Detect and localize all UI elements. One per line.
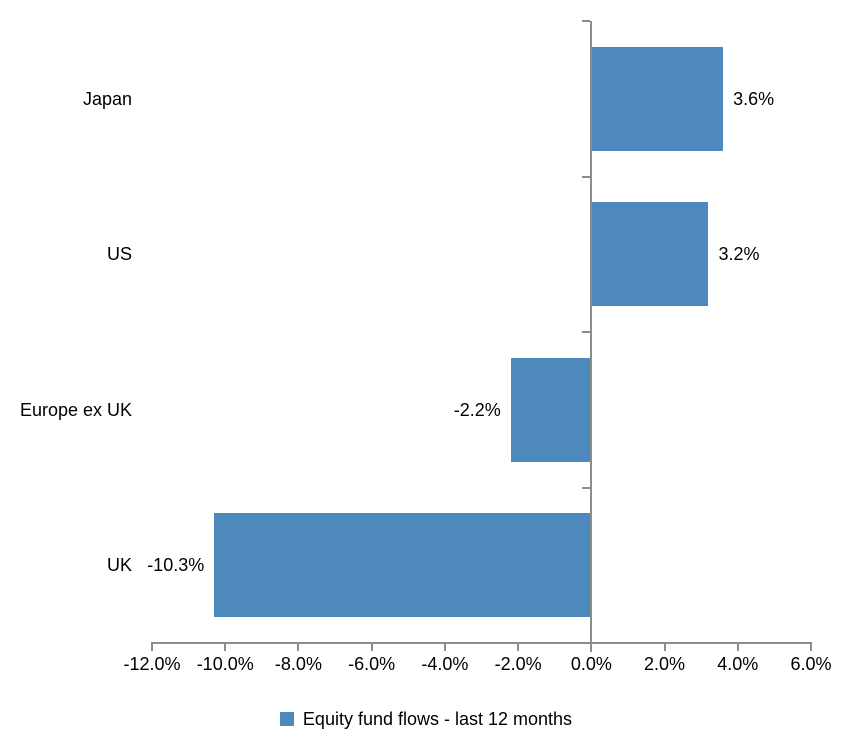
bar: [510, 357, 592, 462]
x-tick-label: -2.0%: [494, 654, 542, 674]
legend-swatch-icon: [279, 712, 294, 726]
y-axis-tick: [582, 175, 591, 178]
x-axis-tick: [590, 643, 593, 651]
x-axis-tick: [517, 643, 520, 651]
x-axis-line: [151, 642, 812, 644]
bar-value-label: 3.2%: [718, 244, 760, 265]
bar-value-label: -10.3%: [147, 555, 205, 576]
x-axis-tick: [736, 643, 739, 651]
x-axis-tick: [443, 643, 446, 651]
legend: Equity fund flows - last 12 months: [0, 705, 852, 733]
category-label: UK: [106, 555, 132, 576]
category-label: Europe ex UK: [19, 399, 132, 420]
x-axis-tick: [151, 643, 153, 651]
y-axis-tick: [582, 331, 591, 333]
x-tick-label: 0.0%: [570, 654, 612, 674]
bar: [214, 513, 592, 618]
x-tick-label: -12.0%: [123, 654, 181, 674]
x-tick-label: -10.0%: [196, 654, 254, 674]
category-label: Japan: [82, 88, 132, 109]
x-axis-tick: [370, 643, 373, 651]
x-axis-tick: [224, 643, 227, 651]
category-label: US: [106, 244, 132, 265]
x-axis-tick: [297, 643, 300, 651]
x-tick-label: -8.0%: [274, 654, 322, 674]
bar-value-label: 3.6%: [733, 88, 775, 109]
bar: [591, 46, 724, 151]
bar-value-label: -2.2%: [453, 399, 501, 420]
x-axis-tick: [663, 643, 666, 651]
bar: [591, 202, 709, 307]
y-axis-tick: [582, 20, 591, 22]
y-axis-tick: [582, 486, 591, 489]
x-tick-label: 6.0%: [790, 654, 832, 674]
x-tick-label: -4.0%: [421, 654, 469, 674]
x-tick-label: 2.0%: [644, 654, 686, 674]
x-axis-tick: [810, 643, 812, 651]
y-axis-line: [590, 21, 593, 652]
legend-label: Equity fund flows - last 12 months: [302, 708, 573, 729]
x-tick-label: 4.0%: [717, 654, 759, 674]
x-tick-label: -6.0%: [348, 654, 396, 674]
